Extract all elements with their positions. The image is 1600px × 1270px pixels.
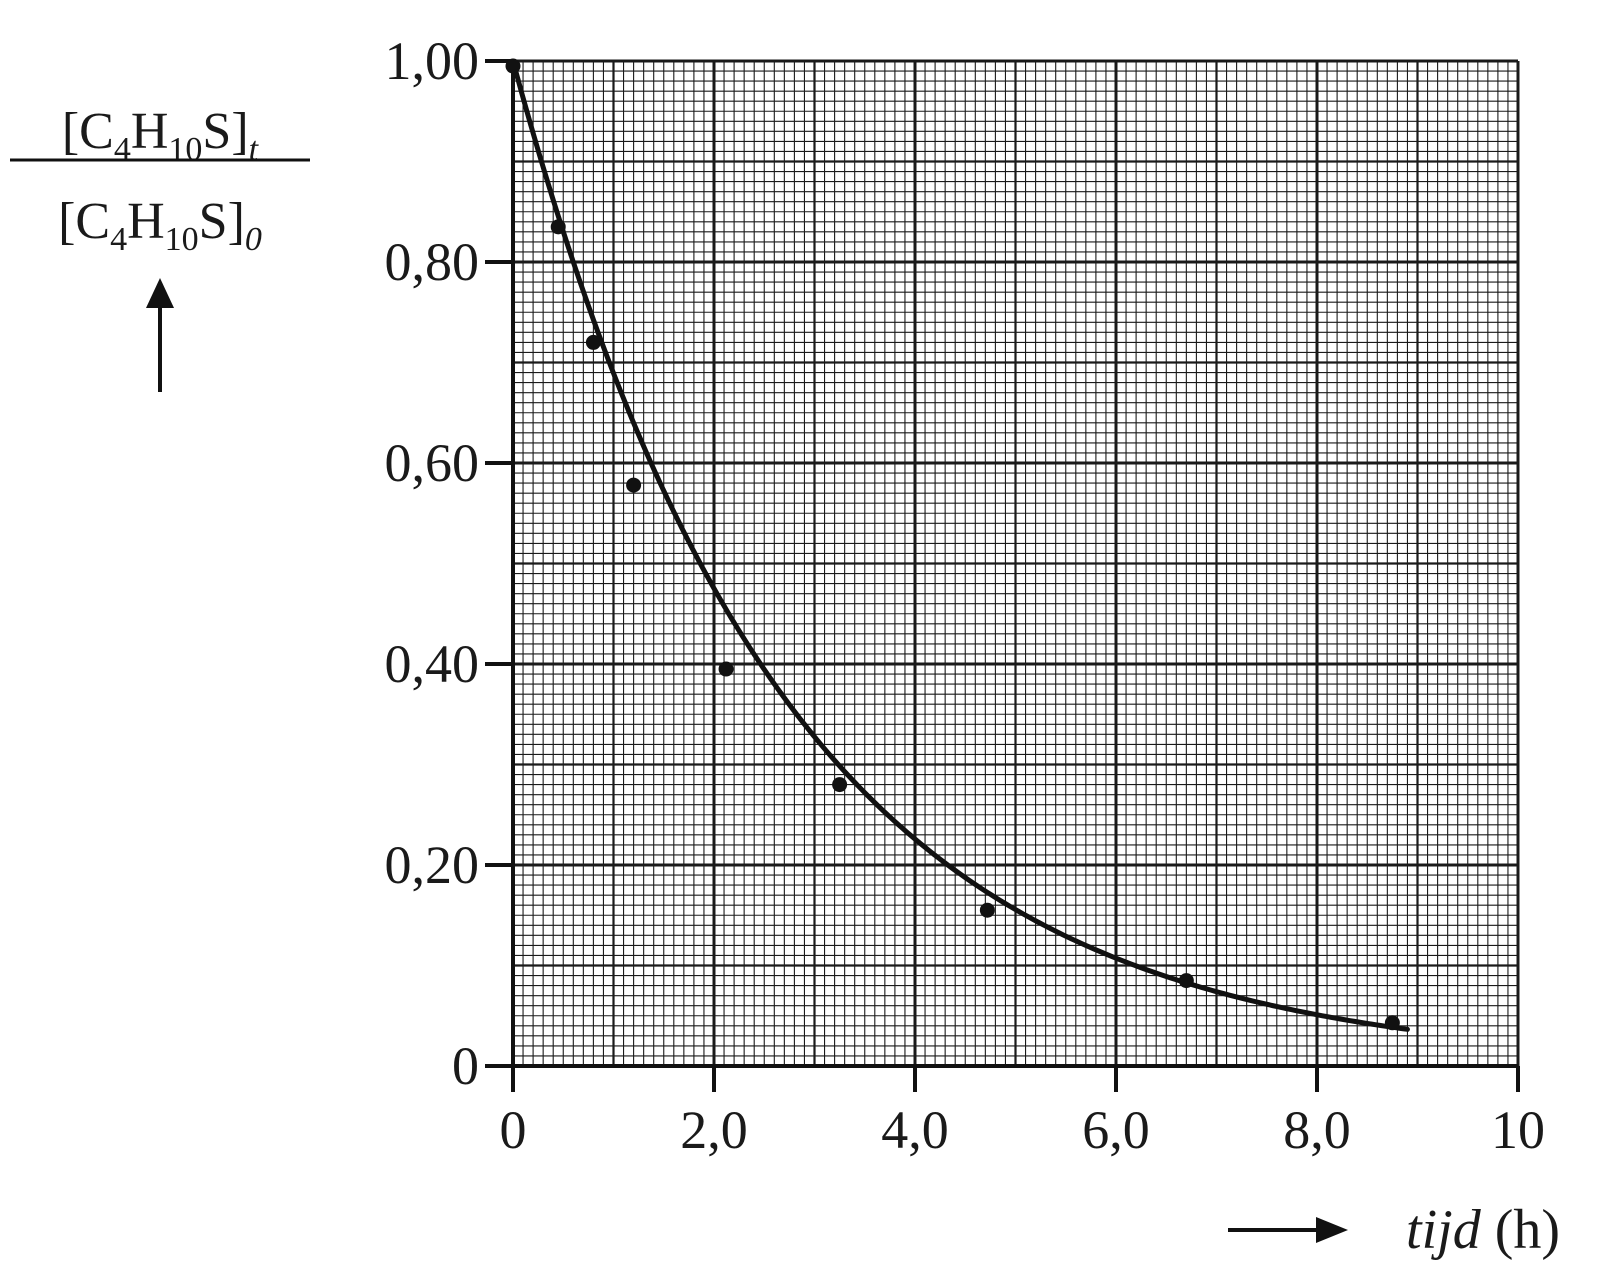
x-label-text: tijd (h) [1406, 1199, 1560, 1261]
x-tick-label: 8,0 [1283, 1100, 1351, 1160]
y-axis-ticks: 0 0,20 0,40 0,60 0,80 1,00 [385, 31, 513, 1096]
x-tick-label: 10 [1491, 1100, 1545, 1160]
data-point [626, 477, 642, 493]
y-tick-label: 0,80 [385, 232, 480, 292]
data-point [718, 661, 734, 677]
data-point [832, 777, 848, 793]
data-point [1178, 973, 1194, 989]
fit-curve [510, 58, 1410, 1032]
data-point [505, 58, 521, 74]
y-tick-label: 0,40 [385, 634, 480, 694]
y-tick-label: 1,00 [385, 31, 480, 91]
x-tick-label: 2,0 [680, 1100, 748, 1160]
x-label-arrow-icon [1316, 1217, 1348, 1243]
x-axis-ticks: 0 2,0 4,0 6,0 8,0 10 [500, 1066, 1545, 1160]
x-tick-label: 6,0 [1082, 1100, 1150, 1160]
x-axis-label: tijd (h) [1228, 1199, 1560, 1261]
data-point [1384, 1015, 1400, 1031]
y-label-arrow-icon [146, 278, 174, 308]
y-tick-label: 0,60 [385, 433, 480, 493]
y-tick-label: 0 [452, 1036, 479, 1096]
minor-grid [513, 61, 1518, 1066]
y-tick-label: 0,20 [385, 835, 480, 895]
fit-curve-line [510, 58, 1410, 1032]
y-label-numerator: [C4H10S]t [62, 103, 260, 168]
data-point [585, 334, 601, 350]
y-label-denominator: [C4H10S]0 [58, 193, 262, 258]
data-points [505, 58, 1400, 1031]
y-axis-label: [C4H10S]t [C4H10S]0 [10, 103, 310, 392]
data-point [550, 219, 566, 235]
axes [511, 61, 1518, 1068]
data-point [979, 902, 995, 918]
x-tick-label: 4,0 [881, 1100, 949, 1160]
x-tick-label: 0 [500, 1100, 527, 1160]
